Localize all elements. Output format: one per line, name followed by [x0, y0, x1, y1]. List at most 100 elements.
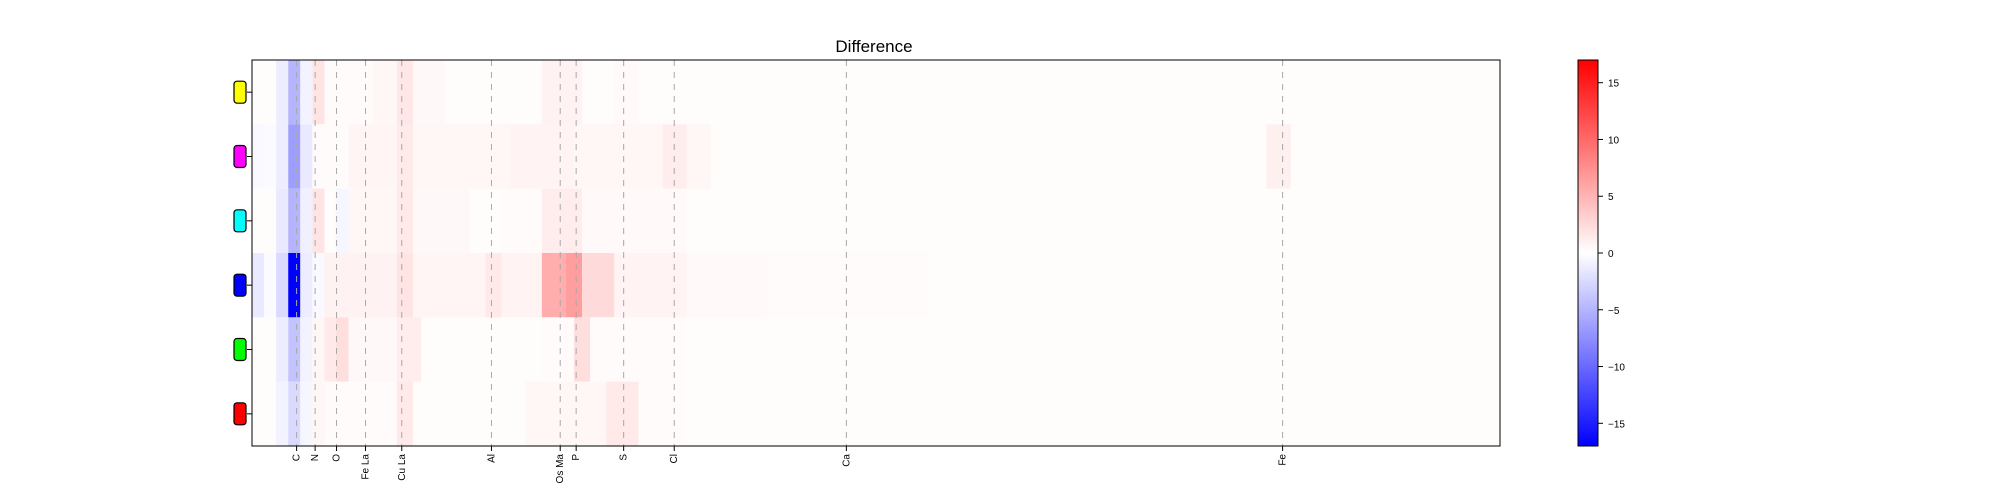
heatmap-cell — [300, 253, 313, 318]
heatmap-cell — [541, 60, 583, 125]
heatmap-cell — [288, 381, 301, 446]
heatmap-cell — [614, 253, 687, 318]
x-tick-label: O — [332, 454, 343, 462]
heatmap-cell — [348, 124, 397, 189]
heatmap-cell — [396, 60, 414, 125]
x-tick-label: Cl — [669, 454, 680, 463]
heatmap-cell — [276, 124, 289, 189]
heatmap-cell — [300, 381, 313, 446]
heatmap-cell — [324, 381, 397, 446]
heatmap-cell — [413, 188, 470, 253]
heatmap-cell — [396, 317, 422, 382]
row-marker — [233, 402, 247, 426]
heatmap-cell — [300, 60, 313, 125]
row-marker — [233, 337, 247, 362]
heatmap-cell — [1266, 124, 1291, 189]
colorbar — [1577, 59, 1599, 447]
heatmap-cells — [252, 60, 1500, 446]
colorbar-tick-label: 5 — [1608, 192, 1614, 203]
heatmap-cell — [335, 188, 349, 253]
x-tick-label: Fe — [1278, 454, 1289, 466]
heatmap-cell — [574, 124, 663, 189]
heatmap-cell — [413, 381, 462, 446]
heatmap-cell — [300, 317, 313, 382]
heatmap-cell — [541, 188, 583, 253]
colorbar-tick-label: −10 — [1608, 363, 1625, 374]
heatmap-cell — [566, 253, 583, 318]
heatmap-cell — [288, 124, 301, 189]
heatmap-cell — [312, 188, 325, 253]
heatmap-cell — [312, 317, 325, 382]
heatmap-cell — [288, 60, 301, 125]
x-axis-ticks: C N O Fe La Cu La Al Os Ma P S Cl Ca Fe — [292, 446, 1289, 483]
heatmap-cell — [324, 188, 336, 253]
heatmap-cell — [276, 317, 289, 382]
heatmap-cell — [686, 253, 768, 318]
heatmap-cell — [541, 317, 575, 382]
heatmap-cell — [276, 381, 289, 446]
heatmap-cell — [276, 188, 289, 253]
heatmap-cell — [413, 60, 446, 125]
heatmap-cell — [288, 317, 301, 382]
heatmap-cell — [276, 60, 289, 125]
heatmap-cell — [312, 253, 325, 318]
heatmap-cell — [686, 124, 711, 189]
heatmap-cell — [525, 381, 607, 446]
heatmap-cell — [264, 253, 277, 318]
heatmap-cell — [396, 253, 414, 318]
colorbar-tick-label: −15 — [1608, 419, 1625, 430]
heatmap-cell — [288, 188, 301, 253]
heatmap-cell — [413, 124, 510, 189]
heatmap-cell — [300, 124, 313, 189]
heatmap-cell — [590, 317, 687, 382]
heatmap-cell — [312, 124, 325, 189]
heatmap-cell — [485, 253, 502, 318]
x-tick-label: P — [571, 454, 582, 461]
heatmap-cell — [614, 60, 639, 125]
row-marker — [233, 144, 247, 169]
heatmap-cell — [348, 188, 397, 253]
heatmap-cell — [574, 317, 591, 382]
heatmap-cell — [252, 253, 265, 318]
heatmap-cell — [324, 253, 397, 318]
x-tick-label: C — [292, 454, 303, 461]
x-tick-label: Cu La — [397, 454, 408, 481]
heatmap-cell — [324, 60, 373, 125]
plot-frame — [251, 59, 1501, 447]
colorbar-tick-label: 0 — [1608, 249, 1614, 260]
heatmap-cell — [501, 188, 542, 253]
heatmap-cell — [276, 253, 289, 318]
heatmap-cell — [582, 188, 687, 253]
heatmap-cell — [396, 124, 414, 189]
element-guide-lines — [296, 60, 1284, 446]
row-marker — [233, 273, 247, 297]
heatmap-cell — [288, 253, 301, 318]
x-tick-label: N — [310, 454, 321, 461]
x-tick-label: Al — [486, 454, 497, 463]
heatmap-cell — [582, 253, 615, 318]
colorbar-tick-label: 10 — [1608, 135, 1620, 146]
heatmap-cell — [348, 317, 397, 382]
row-marker — [233, 209, 247, 233]
colorbar-tick-label: −5 — [1608, 306, 1620, 317]
heatmap-cell — [413, 253, 486, 318]
row-markers — [233, 80, 252, 426]
heatmap-cell — [324, 317, 336, 382]
heatmap-cell — [372, 60, 397, 125]
row-marker — [233, 80, 247, 104]
colorbar-ticks: −15 −10 −5 0 5 10 15 — [1598, 79, 1625, 430]
heatmap-cell — [396, 188, 414, 253]
heatmap-cell — [638, 381, 687, 446]
heatmap-cell — [312, 60, 325, 125]
heatmap-cell — [606, 381, 639, 446]
heatmap-cell — [541, 253, 567, 318]
heatmap-cell — [509, 124, 575, 189]
heatmap-cell — [396, 381, 414, 446]
heatmap-cell — [252, 124, 265, 189]
x-tick-label: S — [619, 454, 630, 461]
chart-title: Difference — [835, 37, 912, 56]
colorbar-tick-label: 15 — [1608, 79, 1620, 90]
x-tick-label: Os Ma — [555, 454, 566, 484]
x-tick-label: Fe La — [361, 454, 372, 480]
